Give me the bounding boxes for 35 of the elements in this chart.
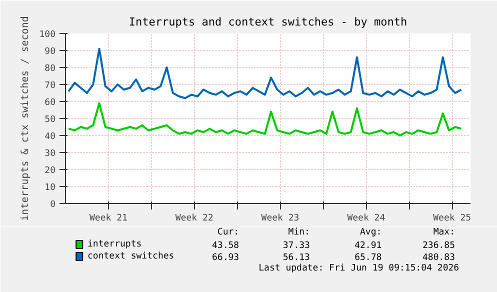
y-tick-label: 20	[44, 166, 56, 176]
x-tick-label: Week 22	[175, 214, 214, 224]
y-tick-label: 100	[39, 30, 56, 40]
text: 480.83	[422, 253, 456, 263]
text: 66.93	[212, 253, 240, 263]
y-tick-label: 10	[44, 183, 56, 193]
line-series	[68, 48, 462, 100]
text: 43.58	[212, 241, 240, 251]
text: Last update: Fri Jun 19 09:15:04 2026	[258, 264, 460, 274]
y-tick-label: 50	[44, 115, 56, 125]
y-tick-label: 60	[44, 98, 56, 108]
y-tick-label: 70	[44, 81, 56, 91]
x-tick-label: Week 24	[347, 214, 386, 224]
y-tick-label: 40	[44, 132, 56, 142]
y-axis-title: interrupts & ctx switches / second	[20, 16, 32, 221]
text: Min:	[288, 228, 310, 238]
y-tick-label: 0	[50, 200, 56, 210]
text: Cur:	[217, 228, 240, 238]
text: Avg:	[360, 228, 382, 238]
y-tick-label: 80	[44, 64, 56, 74]
text: 65.78	[354, 253, 382, 263]
x-tick-label: Week 25	[433, 214, 472, 224]
x-tick-label: Week 23	[261, 214, 300, 224]
x-tick-label: Week 21	[89, 214, 128, 224]
text: 37.33	[282, 241, 310, 251]
text: 56.13	[282, 253, 310, 263]
text: Max:	[433, 228, 456, 238]
y-tick-label: 30	[44, 149, 56, 159]
chart-title: Interrupts and context switches - by month	[128, 16, 408, 28]
y-tick-label: 90	[44, 47, 56, 57]
text: 42.91	[354, 241, 382, 251]
line-series	[68, 102, 462, 136]
text: 236.85	[422, 241, 456, 251]
legend-label: interrupts	[88, 240, 142, 250]
legend-label: context switches	[88, 252, 174, 262]
